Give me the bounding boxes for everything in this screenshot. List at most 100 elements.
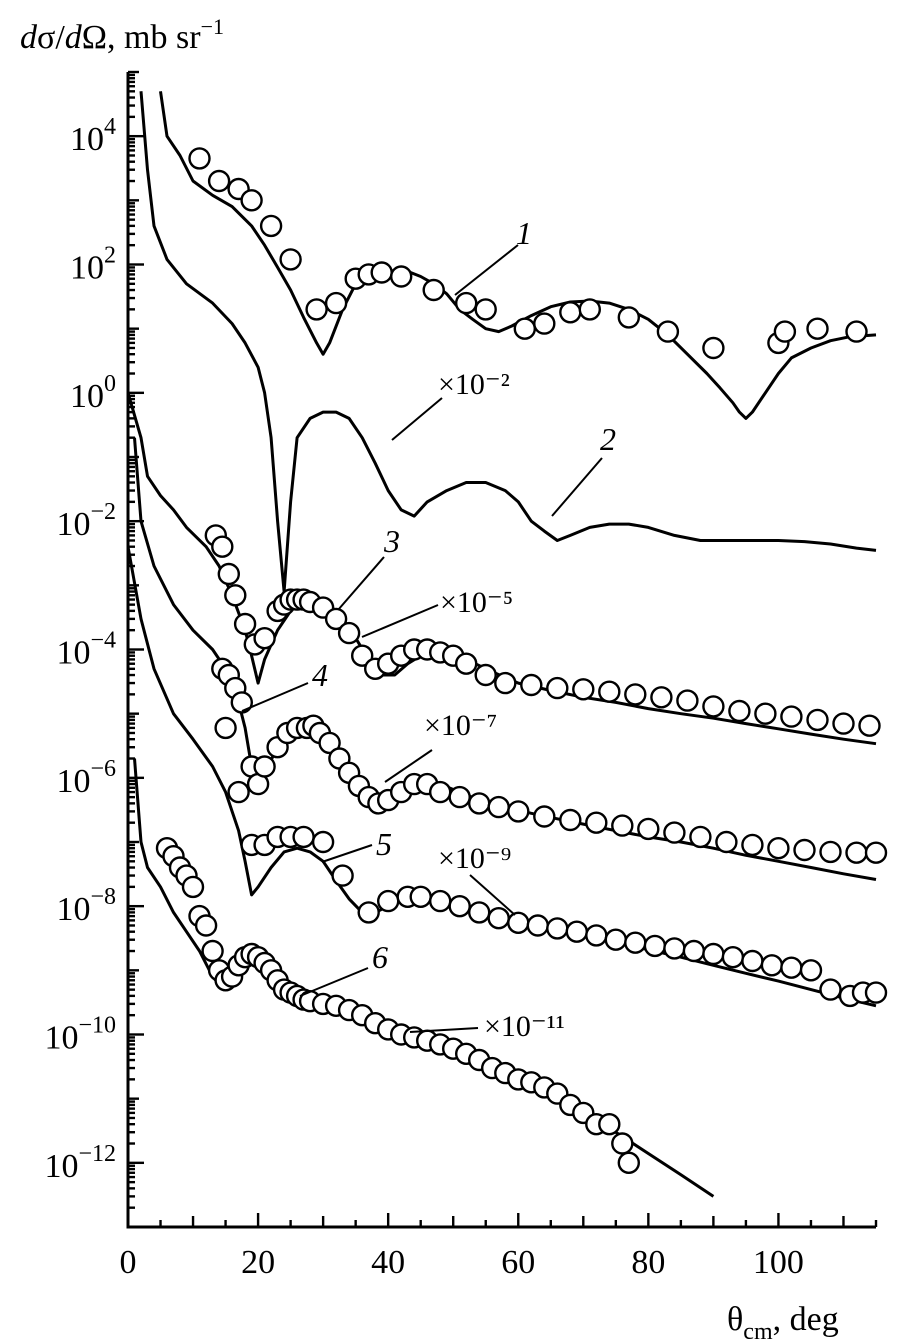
data-point-1-10 [370, 261, 393, 284]
y-tick-label: 10−12 [44, 1141, 116, 1185]
data-point-1-17 [559, 301, 582, 324]
data-point-5-14 [448, 895, 471, 918]
y-tick-label: 10−10 [44, 1013, 116, 1057]
leader-5 [321, 844, 373, 863]
data-point-1-0 [188, 147, 211, 170]
data-point-5-21 [585, 924, 608, 947]
data-point-5-13 [429, 889, 452, 913]
annotations: 1 ×10⁻² 2 3 ×10⁻⁵ 4 ×10⁻⁷ 5 ×10⁻⁹ 6 ×10⁻… [241, 215, 616, 1043]
leader-6 [299, 967, 369, 997]
curve-label-2: 2 [600, 421, 616, 457]
data-point-3-3 [224, 584, 247, 607]
data-point-5-24 [643, 934, 667, 958]
data-point-4-34 [689, 825, 712, 849]
leader-scale-4 [384, 749, 433, 783]
curve-label-1: 1 [516, 215, 532, 251]
data-point-4-13 [318, 731, 341, 755]
data-point-1-13 [455, 291, 478, 315]
data-point-6-47 [617, 1151, 640, 1175]
y-tick-label: 104 [70, 114, 116, 158]
data-point-1-12 [422, 278, 445, 302]
data-point-3-16 [351, 644, 374, 667]
y-tick-label: 10−6 [56, 756, 116, 800]
axes: 104 102 100 10−2 10−4 10−6 10−8 10−10 10−12 0 20 40… [44, 70, 878, 1281]
leader-scale-2 [391, 397, 443, 441]
data-point-5-10 [377, 889, 400, 913]
data-point-3-32 [650, 686, 673, 709]
data-point-3-33 [676, 689, 699, 712]
data-point-5-1 [227, 780, 250, 804]
calc-curve-1 [159, 91, 877, 420]
data-point-1-5 [279, 248, 302, 271]
data-point-5-16 [487, 907, 510, 930]
data-point-4-41 [864, 841, 888, 864]
data-point-5-19 [546, 917, 569, 940]
leader-scale-3 [361, 604, 439, 638]
data-point-4-31 [611, 814, 634, 837]
data-point-5-20 [565, 920, 588, 943]
scale-label-4: ×10⁻⁷ [424, 709, 497, 742]
data-point-6-46 [611, 1132, 634, 1155]
data-point-4-33 [663, 821, 686, 844]
data-point-3-15 [337, 621, 361, 645]
data-point-5-12 [409, 885, 432, 908]
data-point-5-18 [526, 914, 549, 937]
y-tick-label: 100 [70, 371, 116, 415]
data-point-5-32 [799, 959, 823, 982]
data-point-3-30 [598, 680, 621, 703]
data-point-3-34 [702, 695, 725, 718]
data-point-3-31 [624, 683, 647, 706]
data-point-1-20 [656, 320, 680, 343]
experimental-points [155, 147, 888, 1175]
data-point-5-36 [864, 981, 888, 1004]
data-point-4-40 [845, 841, 868, 864]
data-point-4-28 [533, 805, 556, 828]
data-point-1-25 [845, 320, 868, 343]
data-point-3-2 [217, 562, 241, 586]
data-point-5-29 [741, 949, 764, 973]
data-point-5-25 [663, 937, 686, 960]
data-point-4-39 [819, 840, 842, 864]
data-point-1-23 [773, 320, 797, 343]
data-point-3-28 [546, 676, 569, 700]
leader-2 [551, 457, 603, 517]
data-point-3-37 [780, 705, 803, 728]
curve-label-5: 5 [376, 826, 392, 862]
data-point-1-4 [259, 214, 283, 238]
data-point-1-19 [617, 306, 640, 329]
scale-label-3: ×10⁻⁵ [440, 586, 513, 619]
y-tick-label: 102 [70, 243, 116, 287]
data-point-3-24 [455, 652, 478, 675]
data-point-6-7 [201, 939, 224, 963]
data-point-1-21 [702, 336, 725, 360]
data-point-1-24 [806, 317, 829, 340]
x-tick-label: 80 [631, 1244, 665, 1281]
data-point-4-37 [767, 837, 790, 860]
data-point-3-38 [806, 708, 829, 732]
data-point-4-30 [585, 811, 608, 834]
data-point-5-27 [702, 942, 725, 966]
curve-label-3: 3 [383, 523, 400, 559]
leader-scale-5 [469, 874, 516, 916]
leader-1 [454, 244, 519, 296]
data-point-5-26 [682, 939, 706, 963]
data-point-6-6 [194, 914, 218, 937]
x-tick-label: 100 [753, 1244, 804, 1281]
data-point-4-23 [429, 780, 452, 804]
data-point-6-45 [598, 1112, 621, 1136]
data-point-3-40 [858, 714, 881, 737]
data-point-5-8 [331, 864, 354, 887]
data-point-4-3 [230, 691, 254, 714]
data-point-3-35 [728, 699, 751, 723]
data-point-4-36 [741, 833, 764, 857]
curve-label-4: 4 [312, 657, 328, 693]
data-point-1-11 [390, 265, 413, 288]
curve-label-6: 6 [372, 939, 388, 975]
data-point-5-30 [760, 954, 784, 977]
leader-3 [337, 556, 385, 611]
data-point-3-29 [572, 678, 595, 701]
y-tick-label: 10−2 [56, 499, 116, 543]
data-point-1-14 [474, 298, 497, 321]
data-point-4-24 [448, 785, 471, 809]
data-point-1-18 [578, 298, 601, 321]
